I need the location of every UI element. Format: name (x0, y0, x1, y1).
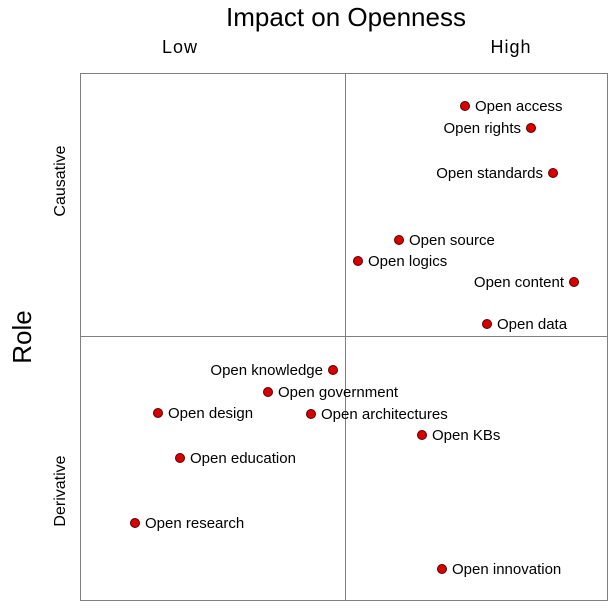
item-dot (328, 365, 338, 375)
item-dot (569, 277, 579, 287)
item-dot (306, 409, 316, 419)
item-open-innovation: Open innovation (437, 561, 561, 578)
item-open-rights: Open rights (443, 120, 536, 137)
item-dot (353, 256, 363, 266)
item-dot (263, 387, 273, 397)
item-label: Open content (474, 274, 565, 291)
item-label: Open architectures (321, 406, 448, 423)
item-label: Open research (145, 515, 244, 532)
item-open-kbs: Open KBs (417, 427, 500, 444)
item-label: Open government (278, 384, 399, 401)
item-dot (548, 168, 558, 178)
item-label: Open innovation (452, 561, 561, 578)
item-label: Open rights (443, 120, 521, 137)
item-dot (175, 453, 185, 463)
item-label: Open knowledge (210, 362, 323, 379)
item-dot (417, 430, 427, 440)
column-label-low: Low (162, 37, 198, 57)
item-label: Open data (497, 316, 568, 333)
item-label: Open standards (436, 165, 543, 182)
item-label: Open logics (368, 253, 447, 270)
role-axis-label: Role (7, 310, 37, 363)
item-dot (460, 101, 470, 111)
item-dot (153, 408, 163, 418)
diagram-title: Impact on Openness (226, 2, 466, 32)
item-open-research: Open research (130, 515, 244, 532)
item-open-knowledge: Open knowledge (210, 362, 338, 379)
item-open-design: Open design (153, 405, 253, 422)
item-label: Open KBs (432, 427, 500, 444)
row-label-derivative: Derivative (52, 455, 69, 526)
column-label-high: High (490, 37, 531, 57)
item-open-government: Open government (263, 384, 399, 401)
item-label: Open access (475, 98, 563, 115)
item-open-logics: Open logics (353, 253, 447, 270)
item-dot (394, 235, 404, 245)
item-open-content: Open content (474, 274, 579, 291)
item-label: Open design (168, 405, 253, 422)
item-open-architectures: Open architectures (306, 406, 448, 423)
item-dot (526, 123, 536, 133)
item-dot (482, 319, 492, 329)
item-label: Open education (190, 450, 296, 467)
item-open-standards: Open standards (436, 165, 558, 182)
item-label: Open source (409, 232, 495, 249)
row-label-causative: Causative (52, 145, 69, 216)
item-open-data: Open data (482, 316, 568, 333)
item-dot (130, 518, 140, 528)
items-layer: Open access Open rights Open standards Open… (130, 98, 579, 578)
item-open-access: Open access (460, 98, 563, 115)
item-open-education: Open education (175, 450, 296, 467)
item-open-source: Open source (394, 232, 495, 249)
item-dot (437, 564, 447, 574)
